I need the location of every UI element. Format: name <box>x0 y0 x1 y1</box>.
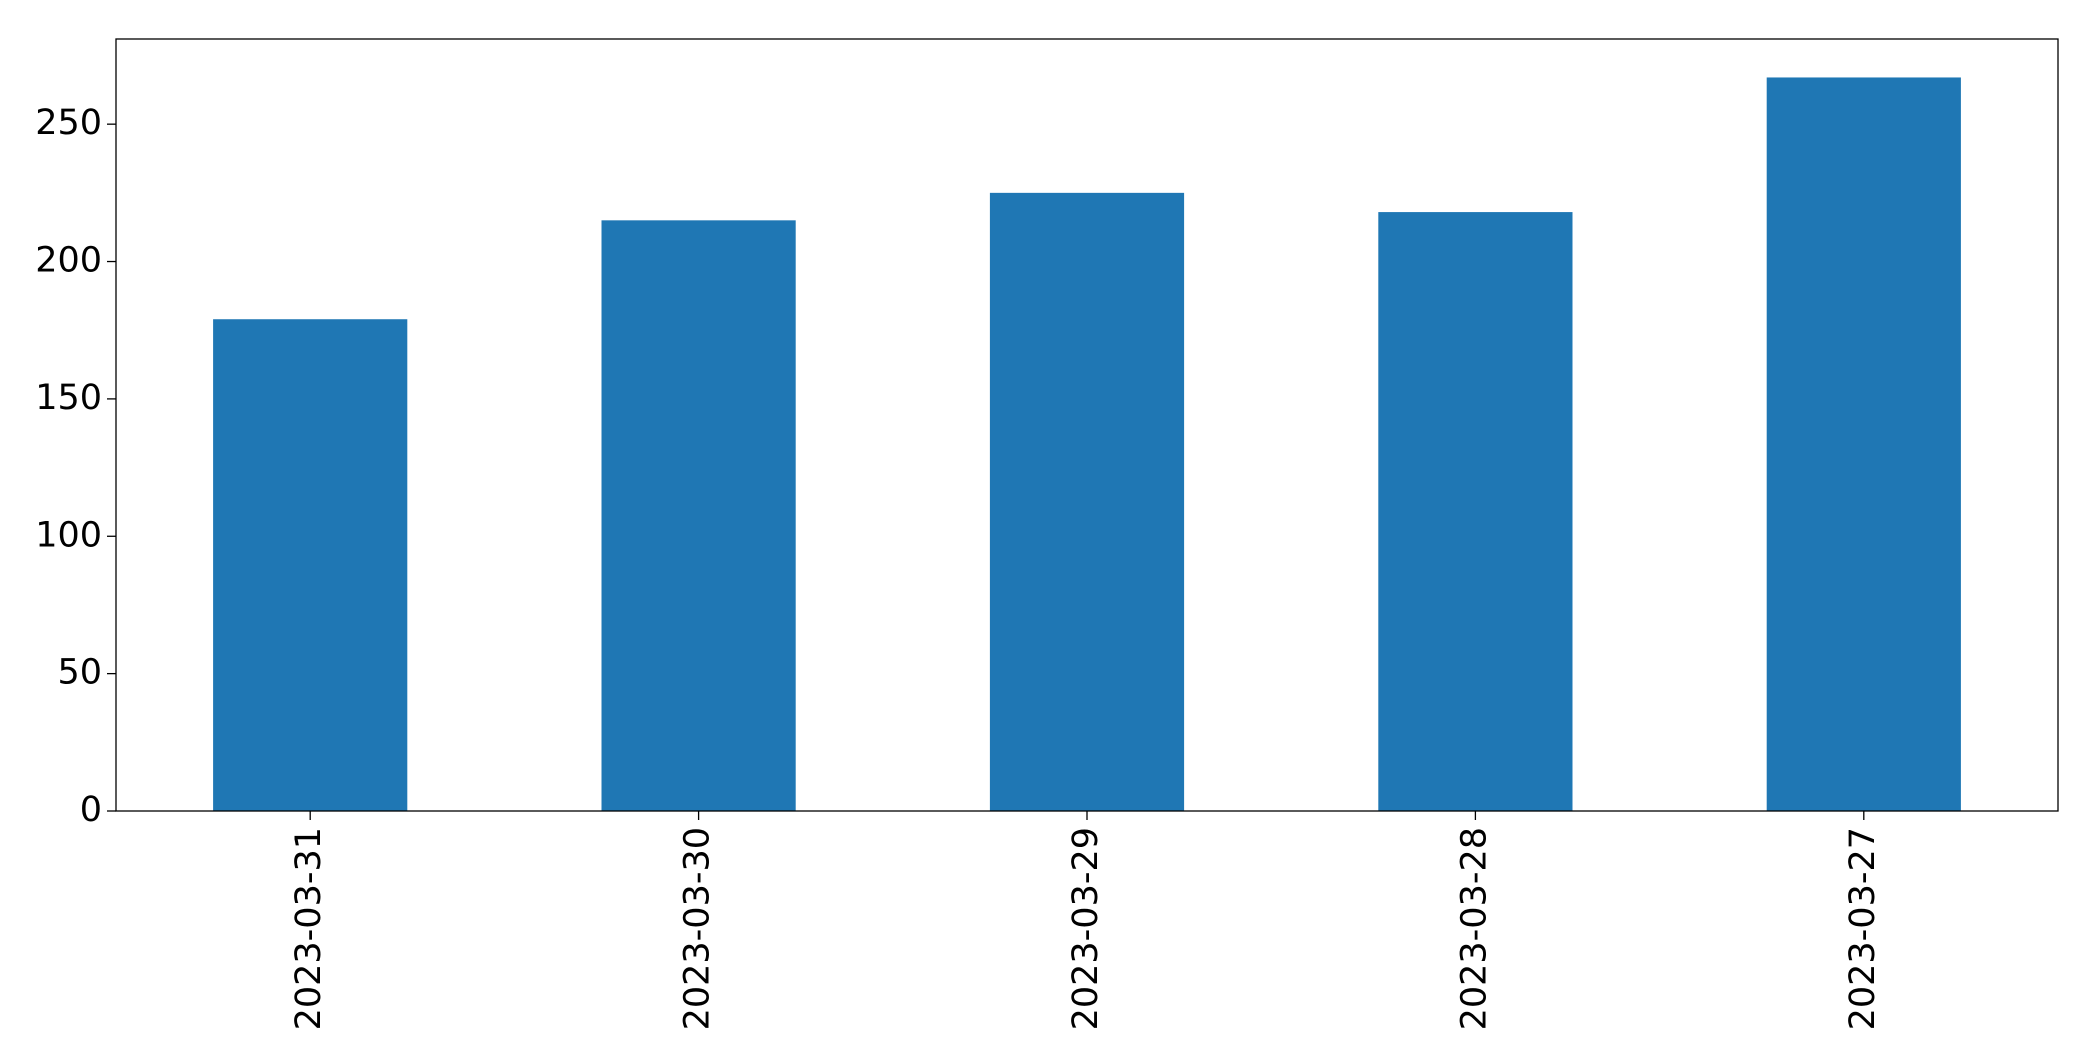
plot-area: 0 50 100 150 200 250 2023-03-31 2023-03-30 2023-… <box>35 77 1961 1030</box>
x-tick-label: 2023-03-28 <box>1454 827 1494 1030</box>
y-tick-label: 50 <box>57 653 102 693</box>
bar <box>1378 212 1573 811</box>
bar <box>1766 77 1961 811</box>
x-tick-label: 2023-03-27 <box>1843 827 1883 1030</box>
x-tick-label: 2023-03-31 <box>289 827 329 1030</box>
bar <box>213 319 408 811</box>
y-tick-label: 200 <box>35 241 102 281</box>
x-tick-label: 2023-03-29 <box>1066 827 1106 1030</box>
axes-frame <box>115 38 2059 812</box>
y-tick-label: 100 <box>35 515 102 555</box>
y-tick-label: 250 <box>35 103 102 143</box>
y-tick-label: 0 <box>80 790 102 830</box>
bar <box>601 220 796 811</box>
x-tick-label: 2023-03-30 <box>678 827 718 1030</box>
bar <box>989 192 1185 812</box>
y-tick-label: 150 <box>35 378 102 418</box>
